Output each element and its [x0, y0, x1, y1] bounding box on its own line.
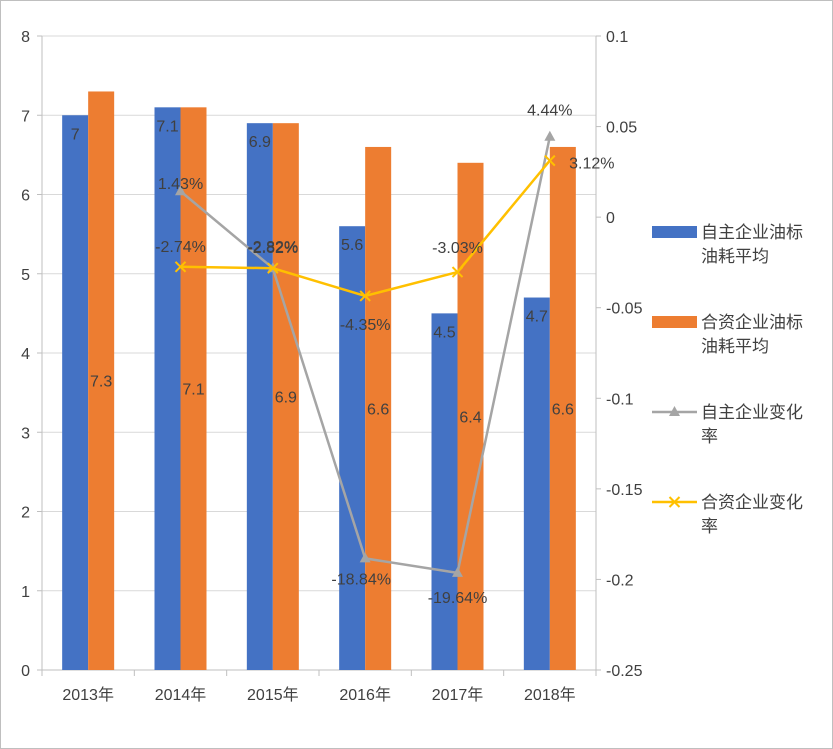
gridlines — [42, 35, 596, 592]
x-tick-label: 2017年 — [432, 686, 484, 704]
y2-tick-label: -0.1 — [606, 391, 634, 408]
legend-label: 油耗平均 — [701, 247, 769, 266]
line-point — [359, 552, 371, 563]
line-point — [175, 185, 186, 196]
legend-swatch — [652, 316, 697, 328]
bar-data-label: 7.1 — [156, 118, 178, 135]
line-point — [267, 262, 279, 274]
y-tick-label: 2 — [21, 505, 30, 522]
bar-data-label: 6.9 — [275, 390, 297, 407]
bar-data-label: 6.9 — [249, 134, 271, 151]
y-tick-label: 4 — [21, 346, 30, 363]
bar-data-label: 4.7 — [526, 309, 548, 326]
line-data-label: 1.43% — [158, 176, 203, 193]
bar — [154, 107, 181, 670]
bar-data-label: 6.4 — [459, 409, 481, 426]
line-data-label: -4.35% — [340, 317, 391, 334]
bar — [549, 146, 576, 670]
bar-data-label: 6.6 — [552, 401, 574, 418]
bar-data-label: 5.6 — [341, 237, 363, 254]
line-point-stroke — [267, 262, 279, 274]
line-point-stroke — [174, 261, 187, 273]
bar-data-label: 6.6 — [367, 401, 389, 418]
data-labels: 7 7.1 6.9 5.6 4.5 4.7 7.3 7.1 6.9 6.6 6.4 6.6 1.43% -… — [71, 103, 615, 607]
y2-tick-label: -0.15 — [606, 482, 643, 499]
y2-tick-label: -0.25 — [606, 663, 643, 680]
legend-marker — [668, 496, 681, 508]
y-tick-label: 5 — [21, 267, 30, 284]
y2-tick-label: -0.05 — [606, 301, 643, 318]
x-tick-label: 2018年 — [524, 686, 576, 704]
legend-label: 合资企业变化 — [701, 493, 803, 512]
line-point-stroke — [544, 154, 556, 167]
y-tick-label: 8 — [21, 29, 30, 46]
bar — [272, 123, 299, 671]
line-point — [544, 154, 556, 167]
bar-data-label: 4.5 — [433, 324, 455, 341]
bar — [62, 115, 89, 670]
line-point — [359, 290, 371, 302]
y-tick-label: 0 — [21, 663, 30, 680]
bar — [431, 313, 458, 670]
bar — [246, 123, 273, 671]
lines — [174, 130, 556, 577]
x-tick-label: 2016年 — [339, 686, 391, 704]
line-point — [544, 130, 556, 141]
line-data-label: 4.44% — [527, 103, 572, 120]
line-data-label: -2.82% — [247, 240, 298, 257]
y2-tick-label: 0.1 — [606, 29, 628, 46]
legend-label: 率 — [701, 427, 718, 446]
line-point — [452, 566, 463, 577]
line-point — [451, 266, 464, 278]
legend-label: 合资企业油标 — [701, 313, 803, 332]
bar — [523, 297, 550, 670]
line-data-label: -18.84% — [331, 571, 391, 588]
legend-marker — [669, 406, 680, 416]
legend-label: 自主企业油标 — [701, 223, 803, 242]
line-point-stroke — [359, 290, 371, 302]
legend-swatch — [652, 226, 697, 238]
y-tick-label: 3 — [21, 425, 30, 442]
y2-tick-label: -0.2 — [606, 572, 634, 589]
bars — [62, 91, 576, 671]
bar — [365, 146, 392, 670]
y-tick-label: 1 — [21, 584, 30, 601]
y-tick-label: 7 — [21, 108, 30, 125]
line-data-label: -3.03% — [432, 240, 483, 257]
line-data-label: -2.82% — [247, 239, 298, 256]
line-data-label: -19.64% — [428, 590, 488, 607]
y2-tick-label: 0.05 — [606, 120, 637, 137]
x-tick-label: 2014年 — [155, 686, 207, 704]
legend-label: 自主企业变化 — [701, 403, 803, 422]
bar — [88, 91, 115, 671]
axes: 0 1 2 3 4 5 6 7 8 -0.25 -0.2 -0.15 -0.1 -0.05 0 0.05 0.1… — [21, 29, 642, 704]
line-point — [174, 261, 187, 273]
line-data-label: -2.74% — [155, 239, 206, 256]
line-point-stroke — [451, 266, 464, 278]
bar-data-label: 7 — [71, 126, 80, 143]
y2-tick-label: 0 — [606, 210, 615, 227]
bar-data-label: 7.3 — [90, 374, 112, 391]
line-data-label: 3.12% — [569, 156, 614, 173]
legend-label: 率 — [701, 517, 718, 536]
x-tick-label: 2015年 — [247, 686, 299, 704]
x-tick-label: 2013年 — [62, 686, 114, 704]
y-tick-label: 6 — [21, 188, 30, 205]
legend-label: 油耗平均 — [701, 337, 769, 356]
bar-data-label: 7.1 — [182, 382, 204, 399]
